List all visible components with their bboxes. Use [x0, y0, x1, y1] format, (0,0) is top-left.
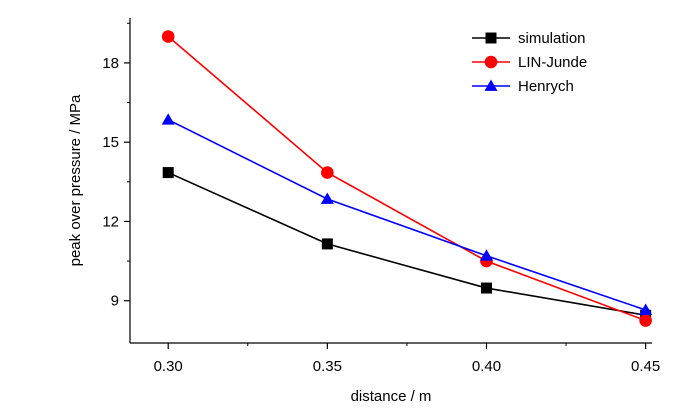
data-point-simulation: [162, 167, 174, 179]
x-tick-label: 0.35: [313, 358, 342, 375]
series-line-lin-junde: [167, 35, 646, 322]
data-point-lin-junde: [321, 166, 334, 179]
data-point-henrych: [320, 192, 334, 204]
y-tick-label: 9: [111, 293, 119, 310]
legend-label-lin-junde: LIN-Junde: [518, 54, 587, 71]
y-tick-label: 18: [102, 55, 119, 72]
x-axis-title: distance / m: [351, 388, 432, 405]
y-tick-label: 15: [102, 134, 119, 151]
data-point-simulation: [480, 282, 492, 294]
series-layer: [161, 30, 653, 327]
y-tick-label: 12: [102, 213, 119, 230]
data-point-lin-junde: [639, 314, 652, 327]
data-point-lin-junde: [161, 30, 175, 43]
data-point-henrych: [479, 249, 493, 261]
x-tick-label: 0.45: [631, 358, 660, 375]
series-line-henrych: [167, 119, 646, 311]
data-point-henrych: [161, 113, 175, 125]
legend-marker-lin-junde: [484, 55, 498, 69]
data-point-henrych: [639, 303, 653, 315]
legend-marker-henrych: [484, 79, 498, 91]
legend-label-simulation: simulation: [518, 30, 586, 47]
legend-marker-simulation: [485, 32, 497, 44]
x-tick-label: 0.30: [154, 358, 183, 375]
axes: 0.30 0.35 0.40 0.45 9 12 15 18: [102, 18, 660, 375]
legend-label-henrych: Henrych: [518, 78, 574, 95]
legend: simulation LIN-Junde Henrych: [472, 30, 587, 95]
series-henrych: [161, 113, 653, 315]
x-tick-label: 0.40: [472, 358, 501, 375]
series-line-simulation: [167, 171, 646, 317]
y-axis-title: peak over pressure / MPa: [67, 94, 84, 266]
data-point-simulation: [321, 238, 333, 250]
